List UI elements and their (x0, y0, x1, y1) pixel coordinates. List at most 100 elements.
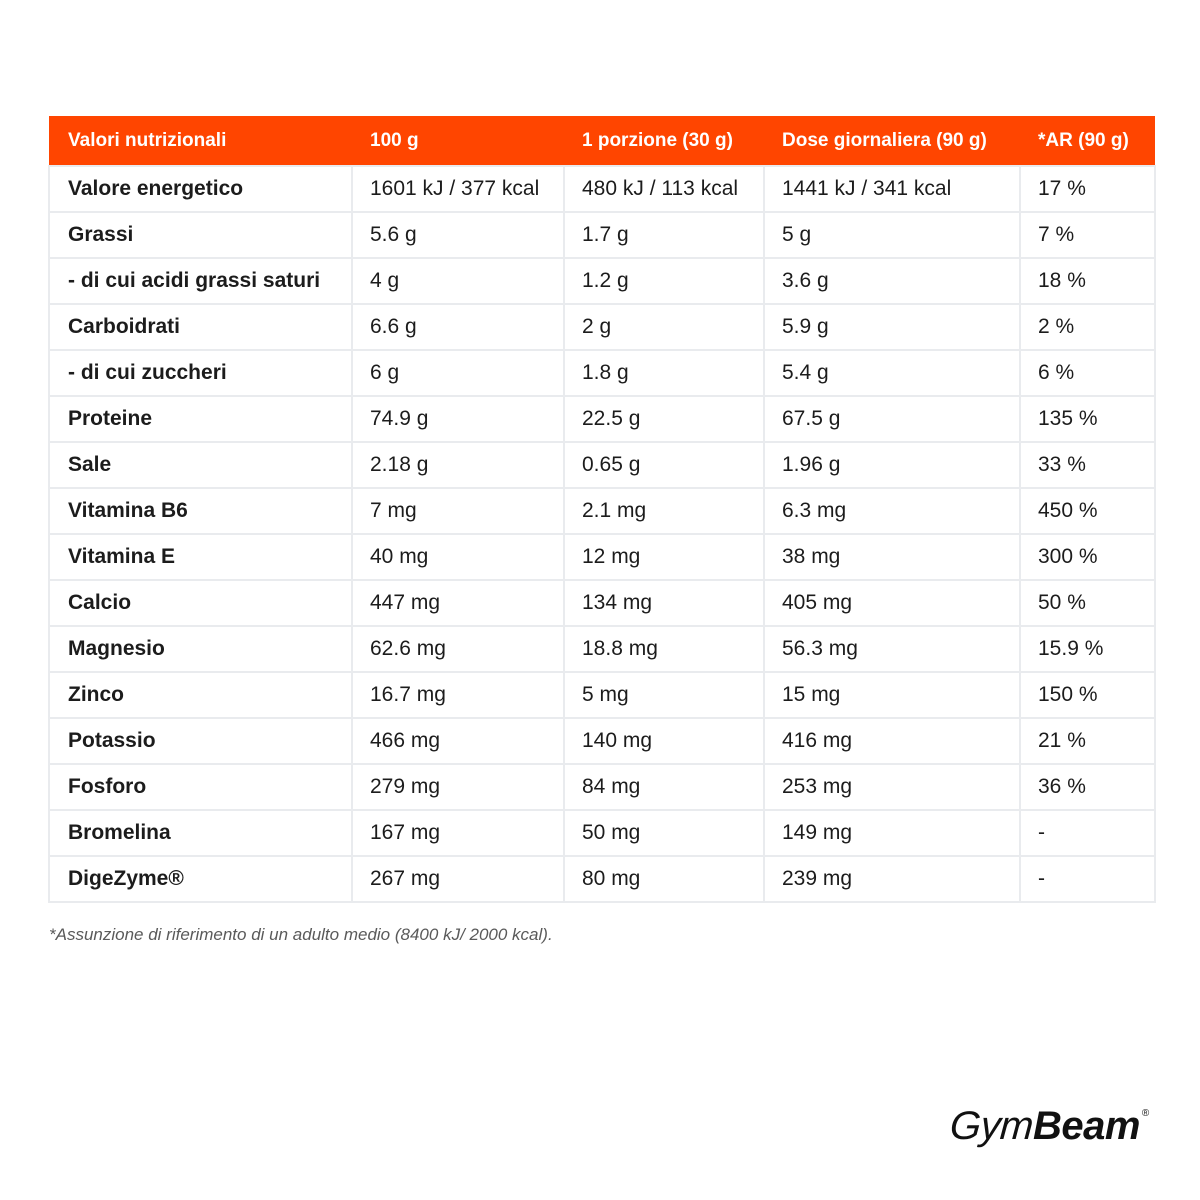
value-reference-intake: 450 % (1019, 487, 1156, 535)
value-per-100g: 267 mg (351, 855, 565, 903)
logo-text-beam: Beam (1032, 1104, 1140, 1148)
value-per-100g: 1601 kJ / 377 kcal (351, 165, 565, 213)
value-per-100g: 62.6 mg (351, 625, 565, 673)
value-per-serving: 84 mg (563, 763, 765, 811)
nutrient-label: Grassi (48, 211, 353, 259)
value-per-serving: 1.2 g (563, 257, 765, 305)
nutrient-label: Vitamina E (48, 533, 353, 581)
nutrient-label: - di cui acidi grassi saturi (48, 257, 353, 305)
value-per-100g: 16.7 mg (351, 671, 565, 719)
value-reference-intake: 17 % (1019, 165, 1156, 213)
value-per-serving: 18.8 mg (563, 625, 765, 673)
table-row: Fosforo 279 mg 84 mg 253 mg 36 % (48, 763, 1156, 811)
logo-text-gym: Gym (948, 1104, 1035, 1148)
nutrient-label: Valore energetico (48, 165, 353, 213)
value-per-serving: 80 mg (563, 855, 765, 903)
value-reference-intake: 50 % (1019, 579, 1156, 627)
value-per-100g: 167 mg (351, 809, 565, 857)
value-daily-dose: 5 g (763, 211, 1021, 259)
nutrition-table: Valori nutrizionali 100 g 1 porzione (30… (48, 116, 1156, 903)
value-per-100g: 40 mg (351, 533, 565, 581)
nutrient-label: Sale (48, 441, 353, 489)
value-per-serving: 134 mg (563, 579, 765, 627)
nutrient-label: Zinco (48, 671, 353, 719)
logo-registered-mark: ® (1141, 1108, 1149, 1119)
value-reference-intake: 150 % (1019, 671, 1156, 719)
value-per-serving: 1.8 g (563, 349, 765, 397)
nutrient-label: Proteine (48, 395, 353, 443)
value-reference-intake: 18 % (1019, 257, 1156, 305)
table-row: Vitamina B6 7 mg 2.1 mg 6.3 mg 450 % (48, 487, 1156, 535)
value-per-100g: 4 g (351, 257, 565, 305)
value-reference-intake: 21 % (1019, 717, 1156, 765)
header-daily-dose: Dose giornaliera (90 g) (764, 116, 1020, 166)
header-per-serving: 1 porzione (30 g) (564, 116, 764, 166)
value-daily-dose: 1.96 g (763, 441, 1021, 489)
header-reference-intake: *AR (90 g) (1020, 116, 1155, 166)
value-daily-dose: 5.4 g (763, 349, 1021, 397)
value-reference-intake: 135 % (1019, 395, 1156, 443)
nutrient-label: Fosforo (48, 763, 353, 811)
table-row: Vitamina E 40 mg 12 mg 38 mg 300 % (48, 533, 1156, 581)
value-per-100g: 5.6 g (351, 211, 565, 259)
value-daily-dose: 149 mg (763, 809, 1021, 857)
value-per-serving: 480 kJ / 113 kcal (563, 165, 765, 213)
gymbeam-logo: Gym Beam ® (948, 1104, 1149, 1154)
value-daily-dose: 3.6 g (763, 257, 1021, 305)
value-reference-intake: 33 % (1019, 441, 1156, 489)
value-daily-dose: 56.3 mg (763, 625, 1021, 673)
table-row: Bromelina 167 mg 50 mg 149 mg - (48, 809, 1156, 857)
nutrient-label: Potassio (48, 717, 353, 765)
nutrient-label: Carboidrati (48, 303, 353, 351)
table-row: Potassio 466 mg 140 mg 416 mg 21 % (48, 717, 1156, 765)
value-per-100g: 6 g (351, 349, 565, 397)
value-per-100g: 74.9 g (351, 395, 565, 443)
table-row: Valore energetico 1601 kJ / 377 kcal 480 k… (48, 165, 1156, 213)
value-reference-intake: - (1019, 855, 1156, 903)
value-per-serving: 0.65 g (563, 441, 765, 489)
value-per-serving: 12 mg (563, 533, 765, 581)
nutrient-label: Calcio (48, 579, 353, 627)
value-reference-intake: 36 % (1019, 763, 1156, 811)
header-per-100g: 100 g (352, 116, 564, 166)
table-row: DigeZyme® 267 mg 80 mg 239 mg - (48, 855, 1156, 903)
value-daily-dose: 1441 kJ / 341 kcal (763, 165, 1021, 213)
nutrient-label: Bromelina (48, 809, 353, 857)
value-per-100g: 6.6 g (351, 303, 565, 351)
table-row: - di cui acidi grassi saturi 4 g 1.2 g 3.6 … (48, 257, 1156, 305)
nutrition-table-container: Valori nutrizionali 100 g 1 porzione (30… (48, 116, 1156, 903)
value-per-serving: 140 mg (563, 717, 765, 765)
value-daily-dose: 239 mg (763, 855, 1021, 903)
value-reference-intake: - (1019, 809, 1156, 857)
value-per-serving: 1.7 g (563, 211, 765, 259)
nutrient-label: DigeZyme® (48, 855, 353, 903)
table-row: Proteine 74.9 g 22.5 g 67.5 g 135 % (48, 395, 1156, 443)
value-per-serving: 50 mg (563, 809, 765, 857)
footnote: *Assunzione di riferimento di un adulto … (49, 925, 553, 944)
value-daily-dose: 253 mg (763, 763, 1021, 811)
value-per-serving: 5 mg (563, 671, 765, 719)
value-daily-dose: 38 mg (763, 533, 1021, 581)
table-row: Magnesio 62.6 mg 18.8 mg 56.3 mg 15.9 % (48, 625, 1156, 673)
value-reference-intake: 2 % (1019, 303, 1156, 351)
table-header: Valori nutrizionali 100 g 1 porzione (30… (49, 116, 1155, 166)
table-row: Sale 2.18 g 0.65 g 1.96 g 33 % (48, 441, 1156, 489)
value-per-serving: 22.5 g (563, 395, 765, 443)
value-reference-intake: 6 % (1019, 349, 1156, 397)
header-nutrient: Valori nutrizionali (49, 116, 352, 166)
value-reference-intake: 15.9 % (1019, 625, 1156, 673)
nutrient-label: - di cui zuccheri (48, 349, 353, 397)
table-body: Valore energetico 1601 kJ / 377 kcal 480 k… (48, 165, 1156, 903)
header-row: Valori nutrizionali 100 g 1 porzione (30… (49, 116, 1155, 166)
table-row: Calcio 447 mg 134 mg 405 mg 50 % (48, 579, 1156, 627)
value-daily-dose: 67.5 g (763, 395, 1021, 443)
value-daily-dose: 5.9 g (763, 303, 1021, 351)
value-per-100g: 466 mg (351, 717, 565, 765)
value-per-100g: 447 mg (351, 579, 565, 627)
value-per-100g: 7 mg (351, 487, 565, 535)
value-per-serving: 2.1 mg (563, 487, 765, 535)
nutrient-label: Magnesio (48, 625, 353, 673)
